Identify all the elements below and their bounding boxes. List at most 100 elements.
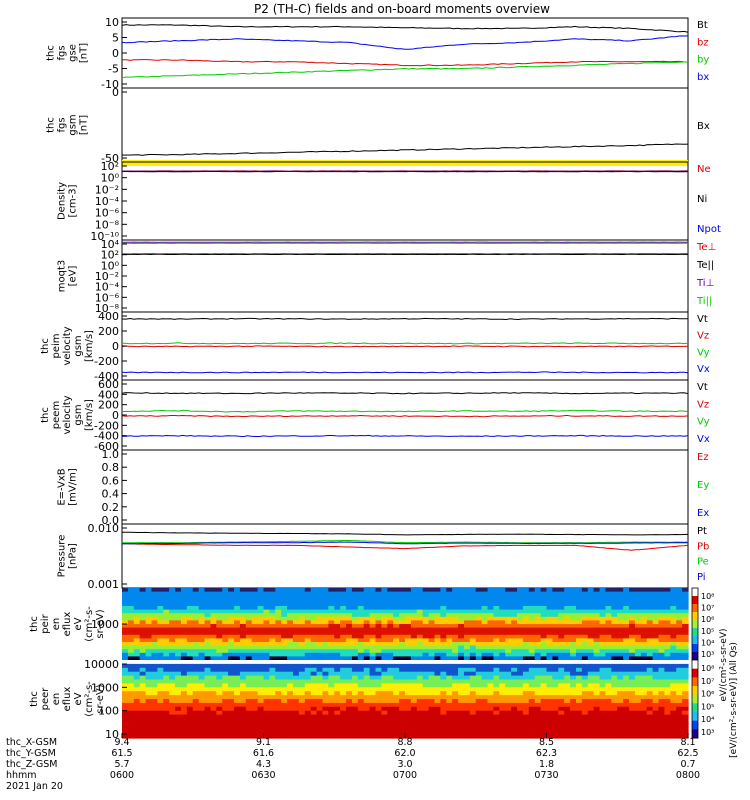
heatmap-9-cell: [393, 714, 400, 720]
heatmap-9-cell: [440, 667, 447, 673]
heatmap-9-cell: [133, 706, 141, 712]
heatmap-8-cell: [570, 620, 577, 625]
heatmap-8-cell: [511, 616, 518, 621]
heatmap-9-cell: [251, 695, 259, 700]
heatmap-9-cell: [511, 718, 518, 723]
heatmap-9-cell: [375, 699, 383, 704]
heatmap-9-cell: [310, 683, 318, 688]
heatmap-9-cell: [623, 679, 630, 684]
heatmap-9-cell: [163, 699, 170, 704]
heatmap-9-cell: [528, 722, 536, 727]
heatmap-8-cell: [575, 634, 583, 639]
heatmap-9-cell: [304, 730, 312, 735]
heatmap-8-cell: [511, 591, 518, 596]
colorbar-9-segment: [692, 703, 698, 713]
heatmap-8-cell: [540, 624, 548, 629]
heatmap-9-cell: [310, 663, 318, 669]
heatmap-8-cell: [269, 634, 276, 639]
heatmap-8-cell: [528, 620, 536, 625]
heatmap-8-cell: [322, 616, 329, 621]
panel-3-ytick-6: 10⁻⁸: [95, 302, 120, 315]
heatmap-9-cell: [222, 710, 229, 716]
heatmap-8-cell: [245, 634, 253, 639]
heatmap-8-cell: [534, 645, 542, 650]
heatmap-9-cell: [169, 660, 176, 665]
heatmap-8-cell: [304, 595, 312, 600]
heatmap-8-cell: [658, 602, 666, 607]
heatmap-8-cell: [593, 588, 601, 593]
heatmap-9-cell: [180, 718, 188, 723]
heatmap-9-cell: [440, 660, 447, 665]
heatmap-8-cell: [599, 624, 607, 629]
heatmap-9-cell: [363, 683, 371, 688]
heatmap-9-cell: [198, 734, 206, 739]
heatmap-9-cell: [275, 706, 282, 712]
heatmap-8-cell: [405, 595, 412, 600]
heatmap-8-cell: [145, 642, 153, 647]
heatmap-9-cell: [575, 722, 583, 727]
heatmap-9-cell: [617, 691, 624, 696]
heatmap-8-cell: [245, 627, 253, 632]
heatmap-8-cell: [499, 624, 506, 629]
heatmap-9-cell: [564, 679, 571, 684]
heatmap-9-cell: [198, 683, 206, 688]
heatmap-8-cell: [564, 638, 571, 643]
heatmap-8-cell: [405, 649, 412, 654]
heatmap-9-cell: [617, 699, 624, 704]
heatmap-9-cell: [505, 675, 512, 681]
heatmap-8-cell: [481, 638, 489, 643]
heatmap-8-cell: [617, 624, 624, 629]
heatmap-8-cell: [239, 652, 247, 657]
panel-6-legend-2: Ex: [697, 508, 709, 519]
heatmap-8-cell: [204, 627, 212, 632]
heatmap-9-cell: [310, 734, 318, 739]
heatmap-8-cell: [122, 631, 129, 636]
heatmap-8-cell: [670, 642, 677, 647]
heatmap-9-cell: [287, 679, 294, 684]
heatmap-8-cell: [222, 595, 229, 600]
heatmap-9-cell: [346, 675, 353, 681]
heatmap-8-cell: [275, 588, 282, 593]
heatmap-9-cell: [634, 726, 642, 731]
heatmap-8-cell: [269, 616, 276, 621]
heatmap-9-cell: [328, 699, 335, 704]
heatmap-8-cell: [281, 609, 288, 614]
heatmap-8-cell: [682, 624, 689, 629]
heatmap-9-cell: [452, 679, 459, 684]
heatmap-9-cell: [540, 691, 548, 696]
heatmap-9-cell: [475, 734, 483, 739]
heatmap-8-cell: [570, 624, 577, 629]
heatmap-9-cell: [228, 734, 235, 739]
heatmap-8-cell: [452, 591, 459, 596]
heatmap-8-cell: [528, 616, 536, 621]
heatmap-8-cell: [605, 638, 612, 643]
heatmap-9-cell: [399, 671, 406, 677]
heatmap-9-cell: [487, 718, 495, 723]
heatmap-9-cell: [175, 706, 182, 712]
heatmap-9-cell: [204, 730, 212, 735]
heatmap-8-cell: [652, 638, 660, 643]
heatmap-9-cell: [440, 706, 447, 712]
heatmap-9-cell: [322, 702, 329, 708]
heatmap-8-cell: [593, 649, 601, 654]
heatmap-8-cell: [658, 652, 666, 657]
heatmap-8-cell: [369, 606, 377, 611]
heatmap-9-cell: [269, 702, 276, 708]
heatmap-8-cell: [281, 602, 288, 607]
heatmap-8-cell: [670, 613, 677, 618]
heatmap-8-cell: [251, 656, 259, 661]
heatmap-9-cell: [169, 718, 176, 723]
heatmap-9-cell: [363, 730, 371, 735]
heatmap-8-cell: [587, 642, 595, 647]
heatmap-8-cell: [346, 616, 353, 621]
heatmap-8-cell: [493, 602, 500, 607]
heatmap-9-cell: [575, 667, 583, 673]
heatmap-9-cell: [304, 687, 312, 692]
heatmap-8-cell: [552, 642, 559, 647]
heatmap-9-cell: [629, 706, 636, 712]
heatmap-8-cell: [522, 591, 530, 596]
heatmap-8-cell: [605, 652, 612, 657]
heatmap-8-cell: [216, 616, 223, 621]
panel-5-ytick-4: -200: [94, 419, 119, 432]
